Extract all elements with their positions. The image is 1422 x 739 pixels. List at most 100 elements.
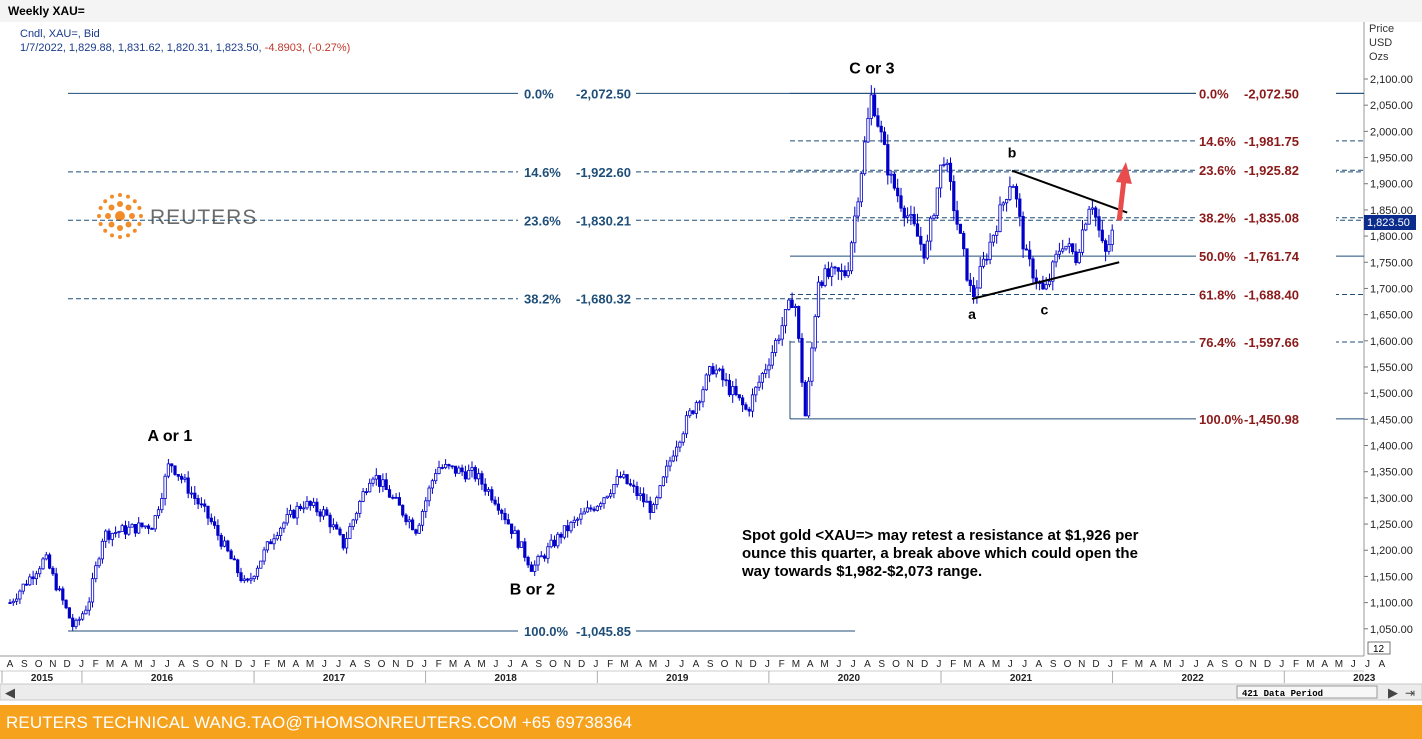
triangle-upper-line [1011,169,1128,214]
horizontal-scrollbar[interactable]: ◀ ▶ 421 Data Period ⇥ [0,683,1422,701]
candle [602,496,606,509]
candle [995,225,999,244]
candle [744,402,748,411]
candle [704,373,708,391]
candle [107,528,111,544]
candle [1011,184,1015,188]
fib-label-bg [1196,132,1336,149]
candle [1001,201,1005,212]
candle [1071,243,1075,255]
month-tick-label: S [535,659,542,670]
fib-value-left: -1,680.32 [576,292,631,307]
candle [328,512,332,534]
candle [724,372,728,387]
month-tick-label: A [292,659,299,670]
candle [691,409,695,415]
candle [975,280,979,304]
price-axis-ticks: 1,050.00 1,100.00 1,150.00 1,200.00 1,250.00… [1364,74,1413,636]
candle [209,513,213,525]
candle [163,473,167,506]
triangle-trendlines [971,162,1132,300]
price-axis-title-currency: USD [1369,37,1392,49]
candle [618,471,623,479]
candle [813,314,817,352]
price-tick-label: 1,950.00 [1370,153,1413,165]
candle [117,530,121,539]
month-tick-label: S [878,659,885,670]
wave-label: c [1041,302,1049,318]
fib-pct-right: 23.6% [1199,163,1236,178]
scroll-left-arrow-icon[interactable]: ◀ [5,685,15,700]
price-chart[interactable]: Cndl, XAU=, Bid 1/7/2022, 1,829.88, 1,83… [0,22,1422,705]
candle [952,175,956,222]
current-price-tag: 1,823.50 [1364,215,1416,230]
fib-pct-right: 61.8% [1199,288,1236,303]
price-tick-label: 1,800.00 [1370,231,1413,243]
candle [658,484,662,500]
year-tick-label: 2021 [1010,673,1033,684]
candle [651,502,656,513]
month-tick-label: S [21,659,28,670]
candle [71,614,75,631]
month-tick-label: F [1293,659,1299,670]
reuters-logo: REUTERS [90,186,258,246]
scroll-end-icon[interactable]: ⇥ [1405,686,1415,700]
month-tick-label: J [1351,659,1356,670]
price-tick-label: 2,000.00 [1370,126,1413,138]
candle [305,496,309,510]
fib-value-left: -1,830.21 [576,213,631,228]
candle [318,509,322,523]
month-tick-label: M [1335,659,1343,670]
month-tick-label: O [1064,659,1072,670]
candle [1005,198,1009,212]
candle [932,213,936,220]
candle [552,535,557,548]
candle [216,519,220,541]
month-tick-label: J [1008,659,1013,670]
candle [90,572,95,608]
month-tick-label: O [892,659,900,670]
candle [189,486,194,499]
fib-label-bg [1196,209,1336,226]
candle [321,505,326,520]
wave-label: C or 3 [849,60,894,77]
change-value: -4.8903, (-0.27%) [265,42,351,54]
instrument-label: Cndl, XAU=, Bid [20,28,100,40]
candle [727,374,732,398]
scrollbar-thumb[interactable] [1236,685,1378,699]
candle [364,487,369,496]
month-tick-label: M [277,659,285,670]
candle [143,525,147,530]
year-tick-label: 2022 [1181,673,1204,684]
month-tick-label: F [1122,659,1128,670]
candle [519,541,524,548]
candle [94,561,98,583]
candle [232,555,236,561]
candle [401,504,405,518]
candle [856,197,860,222]
candle [354,511,359,524]
month-tick-label: M [820,659,828,670]
month-tick-label: J [322,659,327,670]
candle [985,253,989,265]
candle [1094,205,1098,227]
candle [800,333,804,388]
candle [645,494,649,503]
candle [684,411,689,439]
month-tick-label: M [620,659,628,670]
candle [906,207,910,224]
candle [335,521,339,530]
month-tick-label: A [807,659,814,670]
candle [889,170,893,184]
candle [708,365,712,383]
candle [18,589,22,604]
candle [991,234,996,247]
candle [434,468,438,485]
month-tick-label: D [1264,659,1271,670]
candle [849,240,854,275]
candle [1061,239,1065,254]
month-tick-label: J [1365,659,1370,670]
candle [140,522,144,529]
candle [876,107,880,128]
scroll-right-arrow-icon[interactable]: ▶ [1388,685,1398,700]
